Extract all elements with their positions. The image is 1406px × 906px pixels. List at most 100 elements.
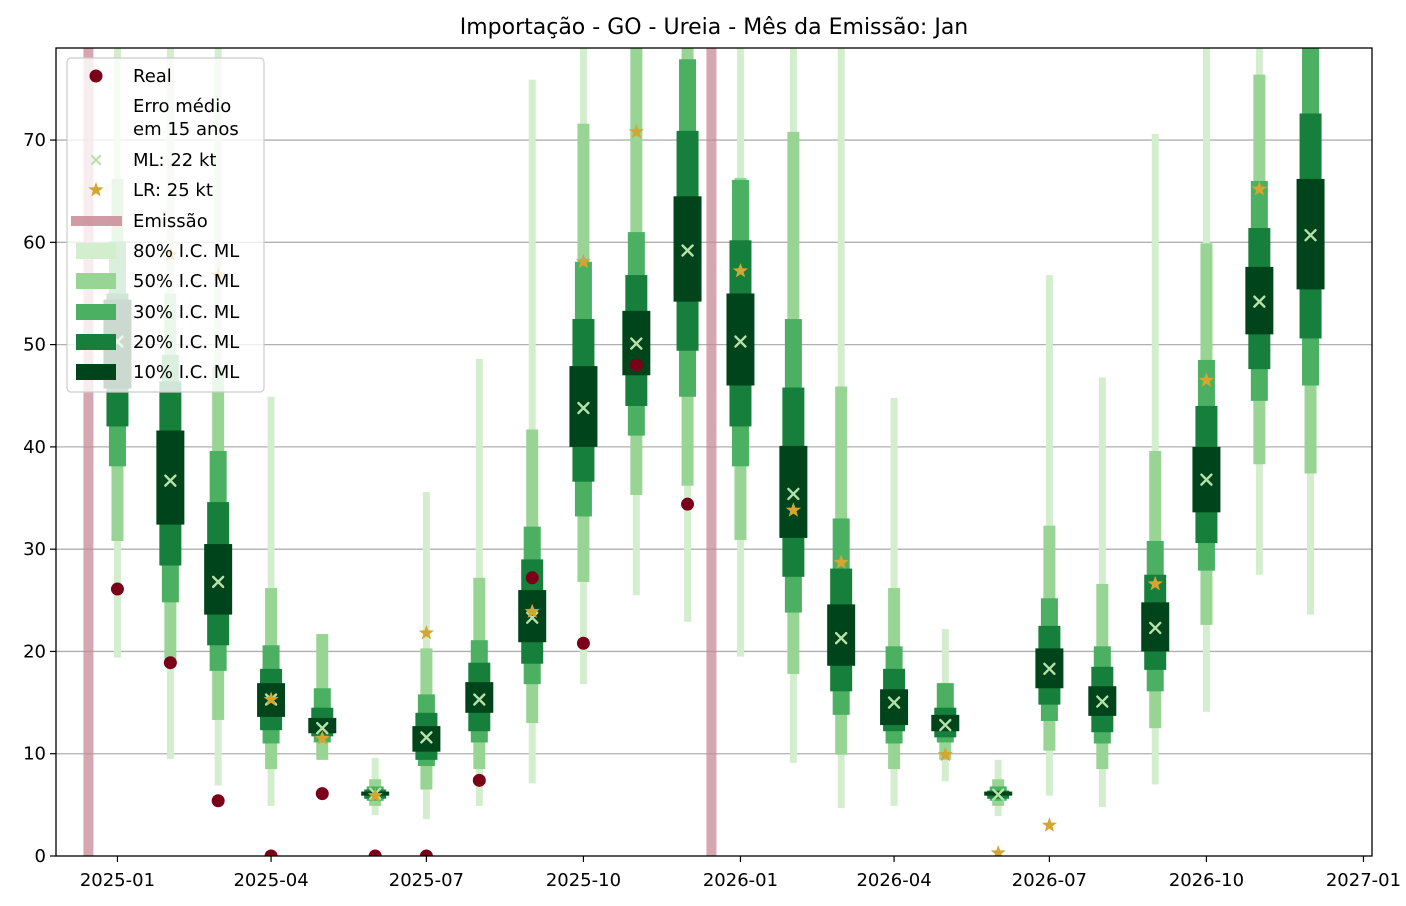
real-point	[368, 849, 382, 856]
y-tick-label: 50	[23, 335, 46, 356]
lr-point	[937, 746, 953, 762]
ml-point	[1253, 295, 1266, 308]
ml-point	[834, 631, 848, 645]
y-tick-label: 40	[23, 437, 46, 458]
ci10-interval	[308, 717, 337, 734]
ci10-interval	[204, 544, 233, 615]
legend-ci20-marker	[76, 334, 116, 350]
x-tick-label: 2026-01	[703, 870, 778, 891]
x-tick-label: 2027-01	[1326, 870, 1401, 891]
lr-point	[1198, 372, 1214, 387]
lr-point	[628, 123, 644, 139]
legend-ci30-marker	[76, 304, 116, 320]
ml-point	[473, 693, 486, 706]
ci10-interval	[779, 445, 808, 538]
ci10-interval	[931, 714, 960, 732]
real-point	[110, 582, 124, 596]
x-tick-label: 2026-04	[856, 870, 931, 891]
lr-point	[1251, 181, 1267, 196]
lr-point	[263, 691, 279, 706]
legend-lr-marker	[88, 182, 104, 197]
ml-point	[630, 337, 643, 350]
lr-point	[524, 603, 540, 618]
lr-point	[314, 730, 330, 745]
legend-ml-marker	[90, 154, 102, 166]
real-point	[315, 787, 329, 801]
lr-point	[367, 787, 383, 803]
real-point	[576, 636, 590, 650]
lr-point	[785, 502, 801, 517]
legend-label: 10% I.C. ML	[133, 362, 239, 383]
lr-point	[1147, 575, 1163, 591]
x-tick-label: 2025-01	[80, 870, 155, 891]
ml-point	[939, 718, 952, 732]
y-tick-label: 60	[23, 232, 46, 253]
ci10-interval	[465, 682, 494, 713]
ml-point	[734, 335, 747, 348]
lr-point	[732, 263, 749, 278]
x-tick-label: 2025-04	[233, 870, 308, 891]
legend-label: em 15 anos	[133, 119, 239, 140]
legend-label: LR: 25 kt	[133, 180, 213, 201]
x-tick-label: 2025-07	[389, 870, 464, 891]
x-tick-label: 2026-07	[1012, 870, 1087, 891]
legend-label: 80% I.C. ML	[133, 241, 239, 262]
lr-point	[575, 253, 591, 269]
ml-point	[1149, 621, 1162, 635]
ml-point	[164, 474, 177, 487]
legend-ci80-marker	[76, 243, 116, 259]
ci10-interval	[156, 430, 185, 525]
real-point	[419, 849, 433, 856]
legend-label: 20% I.C. ML	[133, 332, 239, 353]
chart-title: Importação - GO - Ureia - Mês da Emissão…	[460, 15, 969, 40]
legend-label: Real	[133, 66, 172, 87]
lr-point	[418, 625, 434, 640]
ci10-interval	[726, 293, 755, 386]
real-point	[211, 794, 225, 808]
x-tick-label: 2025-10	[546, 870, 621, 891]
lr-point	[1041, 817, 1057, 832]
lr-point	[990, 844, 1006, 856]
legend-label: 30% I.C. ML	[133, 302, 239, 323]
legend-label: ML: 22 kt	[133, 150, 216, 171]
ci10-interval	[880, 689, 909, 726]
axes: 0 10 20 30 40 50 60 70 2025-01 2025-04 2025-07 2025…	[23, 47, 1401, 891]
data-marks	[103, 48, 1325, 856]
ml-point	[420, 731, 433, 744]
ml-point	[1096, 695, 1109, 708]
y-tick-label: 30	[23, 539, 46, 560]
lr-point	[833, 554, 849, 569]
real-point	[681, 497, 695, 511]
ml-point	[577, 401, 590, 415]
ml-point	[211, 575, 225, 589]
real-point	[264, 849, 278, 856]
legend-ci10-marker	[76, 364, 116, 380]
ml-point	[787, 487, 800, 501]
real-point	[629, 358, 643, 372]
real-point	[525, 571, 539, 585]
legend-label: Erro médio	[133, 96, 231, 117]
y-tick-label: 0	[35, 846, 46, 867]
ml-point	[681, 244, 694, 257]
y-tick-label: 70	[23, 130, 46, 151]
ml-point	[1043, 662, 1056, 676]
ml-point	[1200, 473, 1213, 486]
legend-label: Emissão	[133, 211, 208, 232]
ml-point	[991, 788, 1005, 801]
legend-emission-marker	[71, 216, 122, 226]
legend-label: 50% I.C. ML	[133, 271, 239, 292]
legend-box	[66, 57, 265, 393]
y-tick-label: 20	[23, 641, 46, 662]
real-point	[472, 773, 486, 787]
legend-ci50-marker	[76, 273, 116, 289]
ci10-interval	[827, 604, 856, 666]
real-point	[163, 656, 177, 670]
ml-point	[1304, 228, 1317, 242]
legend-real-marker	[89, 69, 103, 83]
ml-point	[887, 696, 901, 709]
x-tick-label: 2026-10	[1169, 870, 1244, 891]
y-tick-label: 10	[23, 744, 46, 765]
plot-frame	[55, 47, 1373, 857]
